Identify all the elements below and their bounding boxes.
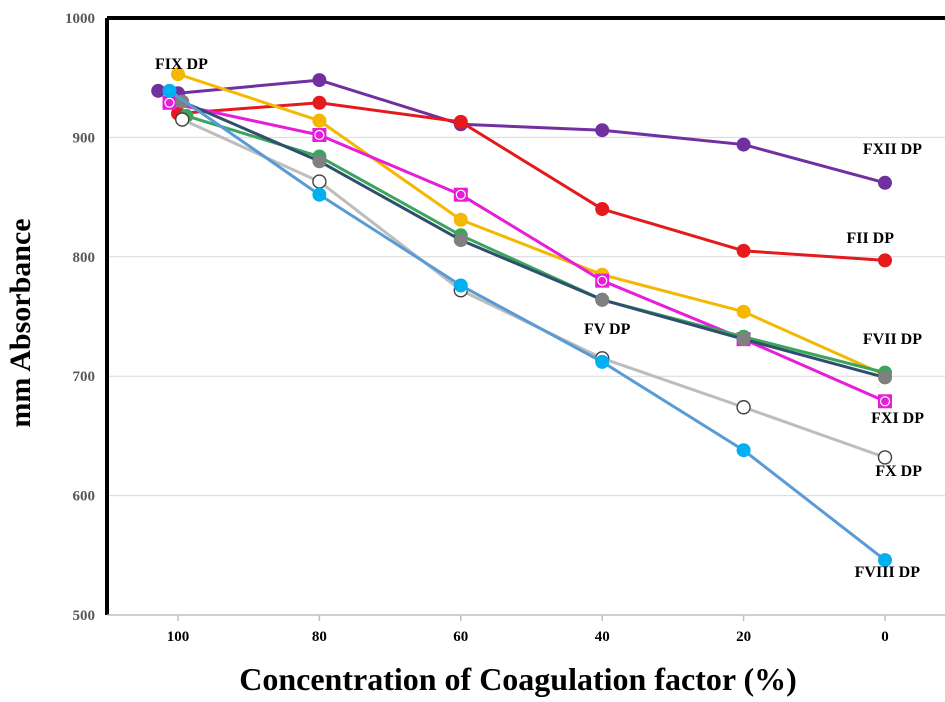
series-line <box>181 118 886 459</box>
data-point <box>312 174 327 189</box>
x-tick-label: 40 <box>595 629 610 645</box>
data-point <box>595 292 610 307</box>
data-point <box>312 73 327 88</box>
series-line <box>169 101 886 403</box>
data-point-inner <box>164 97 175 108</box>
data-point <box>453 114 468 129</box>
data-point <box>736 243 751 258</box>
y-tick-label: 700 <box>73 369 96 385</box>
series-label-fx-dp: FX DP <box>875 463 922 480</box>
series-line <box>168 89 886 562</box>
data-point <box>736 443 751 458</box>
x-tick-label: 0 <box>881 629 889 645</box>
x-tick-label: 80 <box>312 629 327 645</box>
series-label-fv-dp: FV DP <box>584 321 631 338</box>
y-tick-label: 600 <box>73 489 96 505</box>
data-point-inner <box>455 189 466 200</box>
series-group <box>151 67 893 568</box>
data-point <box>595 354 610 369</box>
data-point <box>878 253 892 268</box>
data-point <box>878 370 892 385</box>
series-label-fxi-dp: FXI DP <box>871 410 924 427</box>
series-label-fviii-dp: FVIII DP <box>855 564 921 581</box>
data-point <box>877 450 893 465</box>
data-point <box>736 304 751 319</box>
axes: 500 600 700 800 900 1000 100 80 60 40 20 0 <box>65 11 945 645</box>
series-line <box>177 101 886 262</box>
series-fv-dp <box>175 94 892 385</box>
series-line <box>186 114 886 375</box>
data-point <box>312 95 327 110</box>
data-point <box>736 137 751 152</box>
gridlines <box>107 136 945 497</box>
series-fii-dp <box>171 95 892 268</box>
series-fix-dp <box>171 67 892 383</box>
data-point <box>453 278 468 293</box>
data-point-inner <box>314 129 325 141</box>
y-tick-label: 900 <box>73 130 96 146</box>
data-point <box>453 212 468 227</box>
data-point <box>175 112 190 127</box>
x-tick-label: 60 <box>453 629 468 645</box>
series-label-fxii-dp: FXII DP <box>863 141 922 158</box>
data-point <box>171 67 185 82</box>
series-line <box>158 78 886 185</box>
series-fxii-dp <box>151 73 892 190</box>
data-point-inner <box>597 275 608 286</box>
data-point <box>312 113 327 128</box>
data-point <box>595 202 610 217</box>
series-fvii-dp <box>179 108 892 380</box>
data-point <box>736 332 751 347</box>
x-axis-title: Concentration of Coagulation factor (%) <box>239 661 797 697</box>
series-line <box>177 72 886 377</box>
data-point <box>151 83 166 98</box>
series-label-fii-dp: FII DP <box>846 230 894 247</box>
y-tick-label: 800 <box>73 250 96 266</box>
data-point <box>736 400 751 415</box>
data-point-inner <box>879 396 891 407</box>
data-point <box>878 175 892 190</box>
series-label-fix-dp: FIX DP <box>155 56 208 73</box>
series-labels: FXII DP FII DP FIX DP FXI DP FVII DP FV DP FX … <box>155 56 924 581</box>
data-point <box>595 123 610 138</box>
data-point <box>453 233 468 248</box>
y-tick-label: 500 <box>73 608 96 624</box>
series-fviii-dp <box>162 83 892 568</box>
series-label-fvii-dp: FVII DP <box>863 331 922 348</box>
data-point <box>162 83 177 98</box>
y-axis-title: mm Absorbance <box>4 218 37 427</box>
data-point <box>878 553 892 568</box>
series-line <box>181 100 886 379</box>
x-tick-label: 20 <box>736 629 751 645</box>
x-tick-label: 100 <box>167 629 190 645</box>
data-point <box>312 187 327 202</box>
data-point <box>312 154 327 169</box>
y-tick-label: 1000 <box>65 11 95 27</box>
